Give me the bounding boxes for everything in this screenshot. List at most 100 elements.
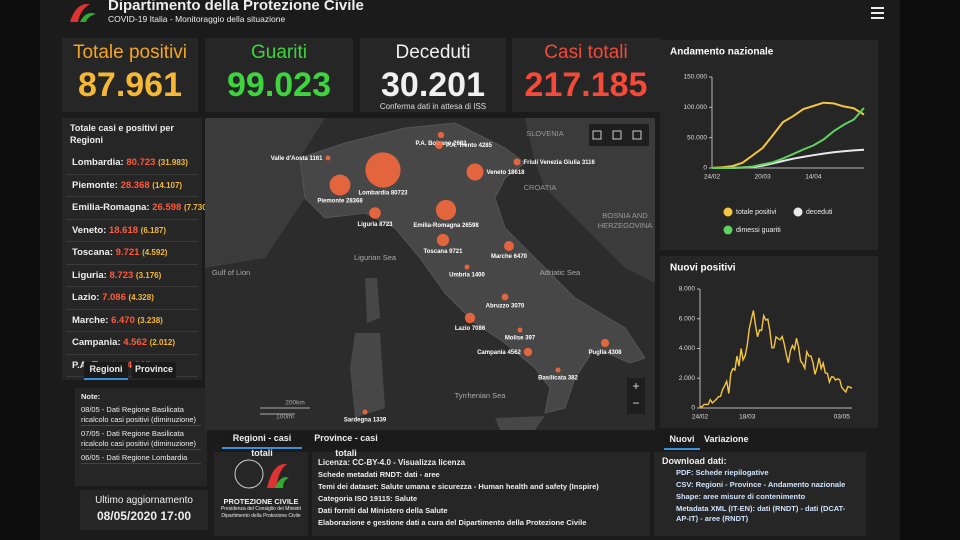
zoom-button[interactable]: + — [632, 379, 639, 393]
bubble-name: Campania — [477, 350, 506, 356]
case-bubble — [555, 367, 561, 373]
bubble-label: Puglia 4308 — [588, 350, 622, 356]
scale-label: 100mi — [276, 414, 294, 421]
kpi-card: Guariti 99.023 — [205, 38, 353, 112]
update-value: 08/05/2020 17:00 — [96, 509, 192, 523]
y-tick-label: 0 — [691, 405, 695, 412]
legend-swatch — [793, 207, 803, 217]
region-name: Liguria: — [72, 269, 107, 281]
bubble-value: 26598 — [462, 223, 479, 229]
region-positive: (2.012) — [149, 338, 175, 347]
bubble-name: Sardegna — [344, 417, 372, 423]
region-total: 6.470 — [111, 314, 135, 326]
y-tick-label: 4.000 — [679, 345, 696, 352]
bubble-name: Emilia-Romagna — [413, 223, 461, 229]
region-total: 7.086 — [102, 292, 126, 303]
header-title: Dipartimento della Protezione Civile — [108, 0, 364, 14]
case-bubble — [435, 199, 457, 221]
license-line: Categoria ISO 19115: Salute — [318, 494, 418, 503]
kpi-value: 87.961 — [78, 66, 182, 104]
bubble-label: Piemonte 28368 — [317, 198, 363, 204]
download-link[interactable]: PDF: Schede riepilogative — [676, 468, 769, 477]
bubble-name: Valle d'Aosta — [271, 156, 309, 162]
y-tick-label: 6.000 — [679, 315, 696, 322]
kpi-label: Deceduti — [395, 42, 471, 63]
kpi-label: Casi totali — [544, 42, 628, 63]
map-controls[interactable] — [589, 124, 649, 146]
case-bubble — [504, 241, 514, 251]
kpi-card: Totale positivi 87.961 — [62, 38, 198, 112]
x-tick-label: 03/05 — [834, 414, 851, 421]
tab[interactable]: Province — [132, 362, 176, 378]
bubble-value: 28368 — [346, 198, 363, 204]
region-row: Liguria: 8.723 (3.176) — [66, 265, 198, 287]
case-bubble — [523, 347, 533, 357]
logo-icon — [70, 3, 96, 22]
bubble-label: Abruzzo 3070 — [486, 303, 525, 309]
bubble-name: Veneto — [486, 170, 506, 176]
place-label: BOSNIA AND — [602, 211, 648, 220]
x-tick-label: 14/04 — [805, 174, 822, 181]
map-control-icon[interactable] — [592, 130, 602, 140]
bubble-value: 80723 — [391, 190, 408, 196]
tab[interactable]: Variazione — [704, 432, 749, 448]
y-tick-label: 150.000 — [684, 74, 708, 81]
bubble-name: Abruzzo — [486, 303, 510, 309]
region-row: Lazio: 7.086 (4.328) — [66, 287, 198, 310]
map-control-icon[interactable] — [612, 130, 622, 140]
tab[interactable]: Nuovi — [664, 432, 700, 450]
license-line: Temi dei dataset: Salute umana e sicurez… — [318, 482, 599, 491]
bubble-label: Toscana 9721 — [424, 249, 464, 255]
region-positive: (6.187) — [140, 225, 167, 235]
download-link[interactable]: Metadata XML (IT-EN): dati (RNDT) - dati… — [676, 504, 846, 523]
scale-label: 200km — [285, 400, 305, 407]
regions-title: Totale casi e positivi per Regioni — [70, 123, 174, 145]
update-label: Ultimo aggiornamento — [95, 495, 193, 506]
bubble-name: Piemonte — [317, 198, 345, 204]
download-link[interactable]: Shape: aree misure di contenimento — [676, 492, 806, 501]
download-title: Download dati: — [662, 456, 727, 466]
region-positive: (3.238) — [137, 315, 163, 325]
tab[interactable]: Province - casi totali — [306, 431, 386, 458]
region-name: Campania: — [72, 337, 121, 348]
bubble-name: P.A. Bolzano — [416, 141, 452, 147]
kpi-value: 217.185 — [524, 66, 648, 104]
region-total: 18.618 — [108, 224, 139, 236]
map-control-icon[interactable] — [632, 130, 642, 140]
region-name: Lombardia: — [72, 157, 124, 168]
place-label: Adriatic Sea — [540, 268, 581, 277]
bubble-label: Umbria 1400 — [449, 272, 485, 278]
bubble-value: 1339 — [373, 417, 387, 423]
logo-text: PROTEZIONE CIVILE — [223, 497, 299, 506]
zoom-controls[interactable] — [627, 378, 645, 414]
legend-swatch — [723, 207, 733, 217]
place-label: SLOVENIA — [526, 129, 564, 138]
case-bubble — [369, 207, 381, 219]
bubble-name: Toscana — [424, 249, 449, 255]
series-line — [712, 107, 865, 169]
note-item: 08/05 - Dati Regione Basilicata ricalcol… — [81, 405, 201, 426]
tab[interactable]: Regioni - casi totali — [222, 431, 302, 458]
case-bubble — [436, 233, 450, 247]
region-name: Piemonte: — [72, 179, 118, 191]
bubble-value: 18618 — [508, 170, 525, 176]
series-line — [699, 310, 853, 408]
region-name: Lazio: — [72, 292, 100, 303]
region-row: Campania: 4.562 (2.012) — [66, 332, 198, 355]
region-row: Toscana: 9.721 (4.592) — [66, 242, 198, 265]
bubble-name: P.A. Trento — [446, 143, 477, 149]
region-name: Emilia-Romagna: — [72, 202, 150, 213]
region-name: Toscana: — [72, 247, 114, 258]
zoom-button[interactable]: − — [632, 396, 639, 410]
bubble-label: Molise 397 — [505, 335, 536, 341]
case-bubble — [437, 131, 445, 139]
series-line — [711, 101, 865, 169]
chart-panel: Nuovi positivi 0 2.000 4.000 6.000 8.000 24/02… — [660, 256, 878, 428]
x-tick-label: 20/03 — [755, 174, 772, 181]
download-link[interactable]: CSV: Regioni - Province - Andamento nazi… — [676, 480, 846, 489]
download-panel: Download dati: PDF: Schede riepilogative… — [654, 452, 866, 536]
tab[interactable]: Regioni — [84, 362, 128, 380]
chart-title: Andamento nazionale — [670, 47, 774, 58]
bubble-value: 3116 — [582, 160, 596, 166]
menu-button[interactable] — [870, 6, 886, 20]
